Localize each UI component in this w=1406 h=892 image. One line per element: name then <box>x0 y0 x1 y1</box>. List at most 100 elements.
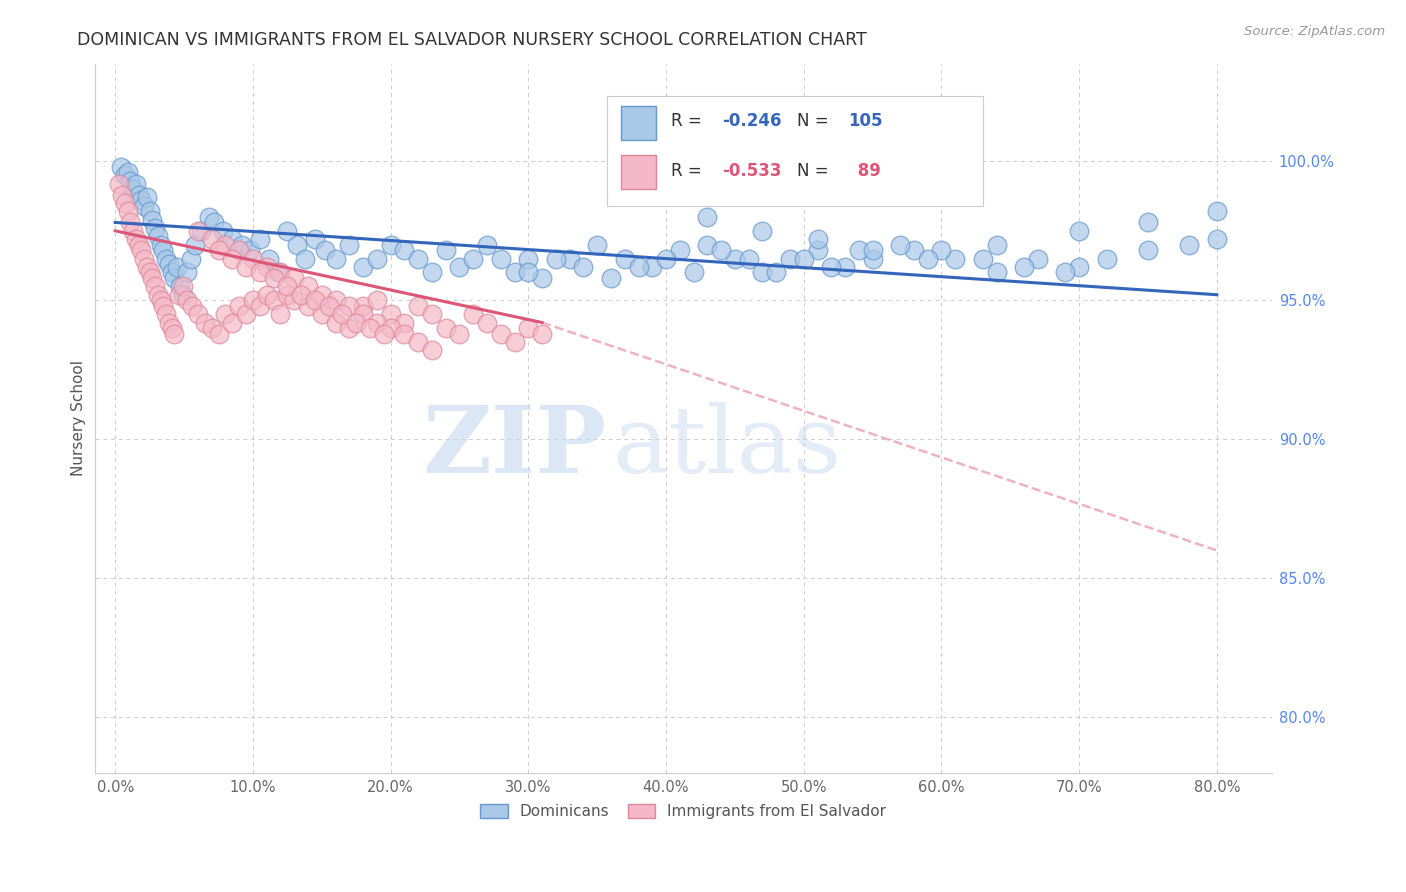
Point <box>986 265 1008 279</box>
Point <box>201 321 224 335</box>
Text: -0.246: -0.246 <box>723 112 782 130</box>
Point <box>489 326 512 341</box>
Point <box>344 316 367 330</box>
Point <box>318 299 340 313</box>
Point <box>228 244 250 258</box>
Point <box>180 252 202 266</box>
Point <box>242 252 264 266</box>
Point <box>475 316 498 330</box>
Point <box>276 279 298 293</box>
Point <box>359 321 381 335</box>
Point <box>917 252 939 266</box>
Point <box>737 252 759 266</box>
Point <box>166 260 188 274</box>
Point <box>434 244 457 258</box>
Text: 105: 105 <box>848 112 883 130</box>
Point <box>943 252 966 266</box>
FancyBboxPatch shape <box>607 96 983 206</box>
Text: R =: R = <box>672 112 707 130</box>
Point <box>544 252 567 266</box>
Point <box>793 252 815 266</box>
Point <box>503 265 526 279</box>
Point <box>155 307 177 321</box>
Point <box>249 265 271 279</box>
Point <box>669 244 692 258</box>
Point <box>214 307 236 321</box>
Point <box>314 244 336 258</box>
Point <box>256 287 278 301</box>
Point <box>221 232 243 246</box>
Point <box>696 237 718 252</box>
Point <box>406 334 429 349</box>
Point <box>114 196 136 211</box>
Point <box>160 265 183 279</box>
Point <box>163 271 186 285</box>
Bar <box>621 106 657 140</box>
Point <box>134 252 156 266</box>
Point <box>285 237 308 252</box>
Point <box>120 174 142 188</box>
Point <box>696 210 718 224</box>
Point <box>181 299 204 313</box>
Point <box>434 321 457 335</box>
Point <box>380 307 402 321</box>
Point <box>449 326 471 341</box>
Point <box>394 326 416 341</box>
Point <box>163 326 186 341</box>
Point <box>380 321 402 335</box>
Point <box>352 299 374 313</box>
Point <box>155 252 177 266</box>
Point <box>366 252 388 266</box>
Point <box>806 244 828 258</box>
Point <box>724 252 747 266</box>
Point <box>586 237 609 252</box>
Point <box>256 260 278 274</box>
Point <box>235 307 257 321</box>
Point <box>207 244 229 258</box>
Point <box>283 293 305 308</box>
Point <box>420 343 443 358</box>
Point <box>931 244 953 258</box>
Point <box>157 316 180 330</box>
Point <box>380 237 402 252</box>
Text: DOMINICAN VS IMMIGRANTS FROM EL SALVADOR NURSERY SCHOOL CORRELATION CHART: DOMINICAN VS IMMIGRANTS FROM EL SALVADOR… <box>77 31 868 49</box>
Point <box>267 265 290 279</box>
Point <box>135 260 157 274</box>
Point <box>207 326 229 341</box>
Point <box>242 293 264 308</box>
Point <box>141 212 163 227</box>
Point <box>172 287 194 301</box>
Point <box>283 271 305 285</box>
Point <box>143 221 166 235</box>
Point <box>337 237 360 252</box>
Point <box>1137 244 1160 258</box>
Point <box>311 307 333 321</box>
Point <box>558 252 581 266</box>
Point <box>600 271 623 285</box>
Point <box>834 260 856 274</box>
Point <box>221 252 243 266</box>
Point <box>503 334 526 349</box>
Point <box>304 232 326 246</box>
Point <box>325 293 347 308</box>
Point <box>613 252 636 266</box>
Point <box>259 252 281 266</box>
Point <box>889 237 911 252</box>
Text: Source: ZipAtlas.com: Source: ZipAtlas.com <box>1244 25 1385 38</box>
Point <box>228 299 250 313</box>
Point <box>972 252 994 266</box>
Point <box>146 287 169 301</box>
Point <box>394 244 416 258</box>
Point <box>221 316 243 330</box>
Point <box>517 321 540 335</box>
Point <box>117 204 139 219</box>
Point <box>627 260 650 274</box>
Point <box>820 260 842 274</box>
Point <box>231 237 253 252</box>
Point <box>235 260 257 274</box>
Point <box>122 182 145 196</box>
Point <box>517 265 540 279</box>
Point <box>1205 204 1227 219</box>
Point <box>239 244 262 258</box>
Legend: Dominicans, Immigrants from El Salvador: Dominicans, Immigrants from El Salvador <box>474 797 893 825</box>
